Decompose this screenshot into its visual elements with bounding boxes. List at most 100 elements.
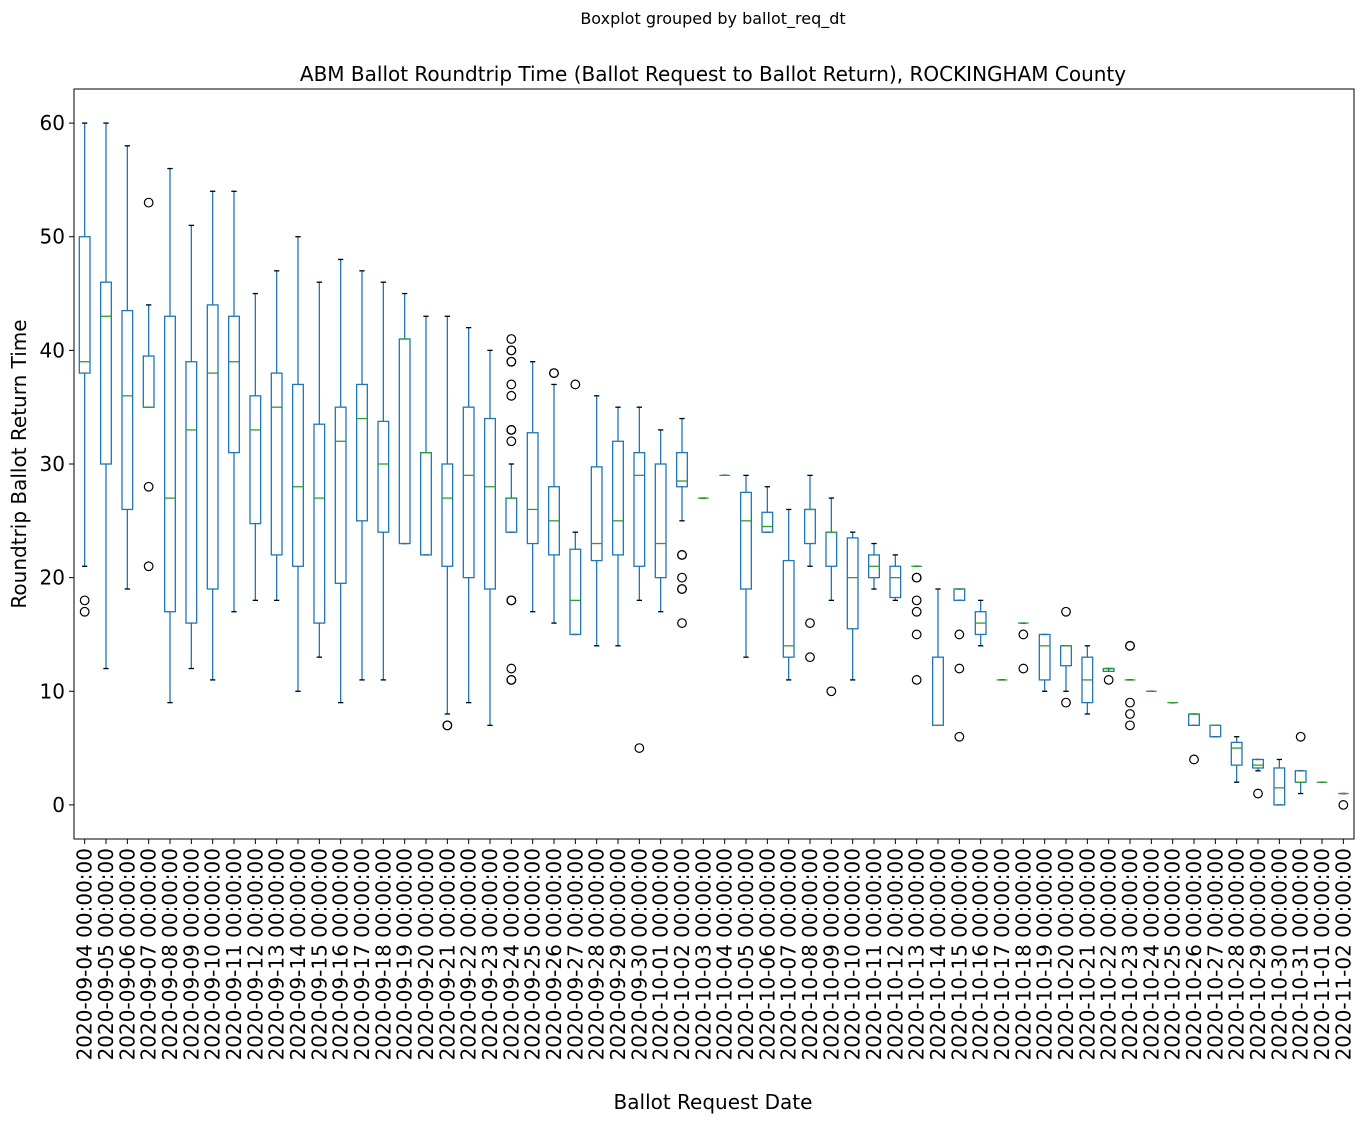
iqr-box	[505, 497, 518, 533]
iqr-box	[932, 656, 944, 727]
x-tick-label: 2020-09-15 00:00:00	[307, 848, 331, 1060]
outlier-point	[677, 618, 687, 628]
box-16	[398, 292, 411, 545]
iqr-box	[1188, 713, 1200, 727]
box-21	[505, 334, 518, 685]
iqr-box	[356, 383, 368, 522]
iqr-box	[953, 588, 966, 602]
chart-suptitle: Boxplot grouped by ballot_req_dt	[580, 9, 845, 29]
iqr-box	[100, 281, 112, 465]
x-tick-label: 2020-09-20 00:00:00	[414, 848, 438, 1060]
x-tick-label: 2020-09-13 00:00:00	[265, 848, 289, 1060]
x-tick-label: 2020-09-14 00:00:00	[286, 848, 310, 1060]
y-tick-label: 40	[40, 338, 65, 362]
iqr-box	[462, 406, 475, 579]
x-tick-label: 2020-10-27 00:00:00	[1203, 848, 1227, 1060]
iqr-box	[526, 432, 539, 545]
iqr-box	[1294, 770, 1307, 783]
box-41	[932, 588, 944, 727]
y-tick-label: 50	[40, 225, 65, 249]
box-56	[1252, 758, 1264, 799]
iqr-box	[804, 508, 816, 545]
x-tick-label: 2020-09-16 00:00:00	[329, 848, 353, 1060]
x-tick-label: 2020-10-26 00:00:00	[1182, 848, 1206, 1060]
outlier-point	[506, 345, 517, 356]
x-tick-label: 2020-09-08 00:00:00	[158, 848, 182, 1060]
box-9	[249, 292, 262, 602]
outlier-point	[143, 197, 154, 208]
x-tick-label: 2020-10-02 00:00:00	[670, 848, 694, 1060]
x-tick-label: 2020-10-10 00:00:00	[841, 848, 865, 1060]
x-axis-label: Ballot Request Date	[614, 1090, 813, 1114]
outlier-point	[1338, 800, 1349, 810]
iqr-box	[398, 338, 411, 545]
iqr-box	[185, 361, 198, 624]
x-tick-label: 2020-10-31 00:00:00	[1289, 848, 1313, 1060]
x-tick-label: 2020-10-20 00:00:00	[1054, 848, 1078, 1060]
iqr-box	[782, 559, 795, 658]
x-tick-label: 2020-09-24 00:00:00	[499, 848, 523, 1060]
box-49	[1102, 667, 1115, 685]
x-tick-label: 2020-10-24 00:00:00	[1139, 848, 1163, 1060]
x-tick-label: 2020-09-11 00:00:00	[222, 848, 246, 1060]
outlier-point	[954, 629, 965, 640]
x-tick-label: 2020-09-19 00:00:00	[393, 848, 417, 1060]
outlier-point	[911, 595, 922, 606]
outlier-point	[1125, 709, 1135, 719]
x-tick-label: 2020-10-14 00:00:00	[926, 848, 950, 1060]
outlier-point	[506, 379, 517, 390]
x-tick-label: 2020-09-25 00:00:00	[521, 848, 545, 1060]
box-55	[1230, 736, 1243, 783]
x-tick-label: 2020-10-19 00:00:00	[1033, 848, 1057, 1060]
outlier-point	[911, 606, 922, 617]
outlier-point	[79, 606, 90, 617]
x-tick-label: 2020-09-29 00:00:00	[606, 848, 630, 1060]
box-29	[676, 417, 688, 628]
box-46	[1038, 633, 1051, 692]
x-tick-label: 2020-10-18 00:00:00	[1011, 848, 1035, 1060]
x-tick-label: 2020-10-07 00:00:00	[777, 848, 801, 1060]
box-53	[1188, 713, 1200, 765]
outlier-point	[506, 425, 517, 435]
outlier-point	[1189, 754, 1199, 765]
x-tick-label: 2020-09-18 00:00:00	[371, 848, 395, 1060]
iqr-box	[270, 372, 283, 556]
iqr-box	[292, 383, 304, 567]
y-tick-label: 10	[40, 679, 65, 703]
outlier-point	[506, 595, 517, 606]
box-18	[441, 315, 454, 731]
box-32	[740, 474, 752, 658]
x-tick-label: 2020-10-09 00:00:00	[819, 848, 843, 1060]
box-50	[1124, 640, 1136, 731]
box-13	[334, 258, 347, 704]
iqr-box	[334, 406, 347, 584]
iqr-box	[676, 451, 688, 488]
iqr-box	[377, 420, 390, 533]
outlier-point	[143, 561, 154, 572]
outlier-point	[826, 686, 837, 697]
outlier-point	[805, 618, 815, 628]
iqr-box	[1273, 767, 1286, 806]
chart-title: ABM Ballot Roundtrip Time (Ballot Reques…	[300, 62, 1126, 86]
box-20	[484, 349, 496, 727]
iqr-box	[889, 565, 902, 599]
outlier-point	[1061, 606, 1071, 617]
x-tick-label: 2020-10-06 00:00:00	[755, 848, 779, 1060]
outlier-point	[805, 652, 815, 663]
outlier-point	[1018, 663, 1029, 674]
outlier-point	[911, 675, 922, 685]
outlier-point	[143, 481, 154, 492]
x-tick-label: 2020-10-25 00:00:00	[1161, 848, 1185, 1060]
outlier-point	[634, 743, 645, 753]
x-tick-label: 2020-09-17 00:00:00	[350, 848, 374, 1060]
x-tick-label: 2020-09-28 00:00:00	[585, 848, 609, 1060]
box-43	[974, 599, 987, 647]
x-tick-label: 2020-09-12 00:00:00	[243, 848, 267, 1060]
x-tick-label: 2020-09-30 00:00:00	[627, 848, 651, 1060]
iqr-box	[1038, 633, 1051, 681]
box-34	[782, 508, 795, 681]
x-tick-label: 2020-09-10 00:00:00	[201, 848, 225, 1060]
iqr-box	[1252, 758, 1264, 769]
box-25	[590, 395, 603, 647]
x-tick-label: 2020-09-09 00:00:00	[179, 848, 203, 1060]
